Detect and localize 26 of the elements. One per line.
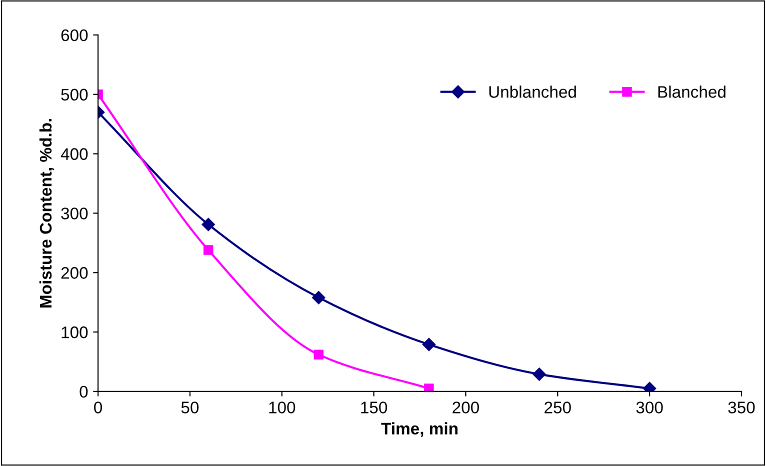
x-tick-label: 100 xyxy=(269,402,296,414)
point xyxy=(314,350,324,360)
point xyxy=(202,218,215,232)
y-tick-label: 400 xyxy=(60,148,88,160)
x-tick-label: 350 xyxy=(728,402,755,414)
y-tick-label: 500 xyxy=(61,88,88,101)
x-tick-label: 200 xyxy=(452,402,479,414)
point xyxy=(203,245,214,255)
y-axis-title: Moisture Content, %d.b. xyxy=(39,118,54,308)
point xyxy=(424,384,434,392)
x-tick-label: 50 xyxy=(181,402,199,414)
x-tick-label: 300 xyxy=(636,402,663,414)
point xyxy=(312,290,326,304)
x-tick-label: 0 xyxy=(94,402,102,414)
legend-label: Unblanched xyxy=(489,86,576,98)
y-tick-label: 0 xyxy=(80,386,88,398)
y-tick-label: 200 xyxy=(61,267,88,279)
point xyxy=(422,338,436,352)
x-tick-label: 150 xyxy=(361,402,388,414)
legend-label: Blanched xyxy=(658,86,726,98)
x-axis-title: Time, min xyxy=(381,422,458,437)
y-tick-label: 600 xyxy=(61,29,88,42)
y-tick-label: 100 xyxy=(62,326,88,338)
y-tick-label: 300 xyxy=(61,208,88,220)
x-tick-label: 250 xyxy=(544,402,571,414)
point xyxy=(532,368,546,381)
